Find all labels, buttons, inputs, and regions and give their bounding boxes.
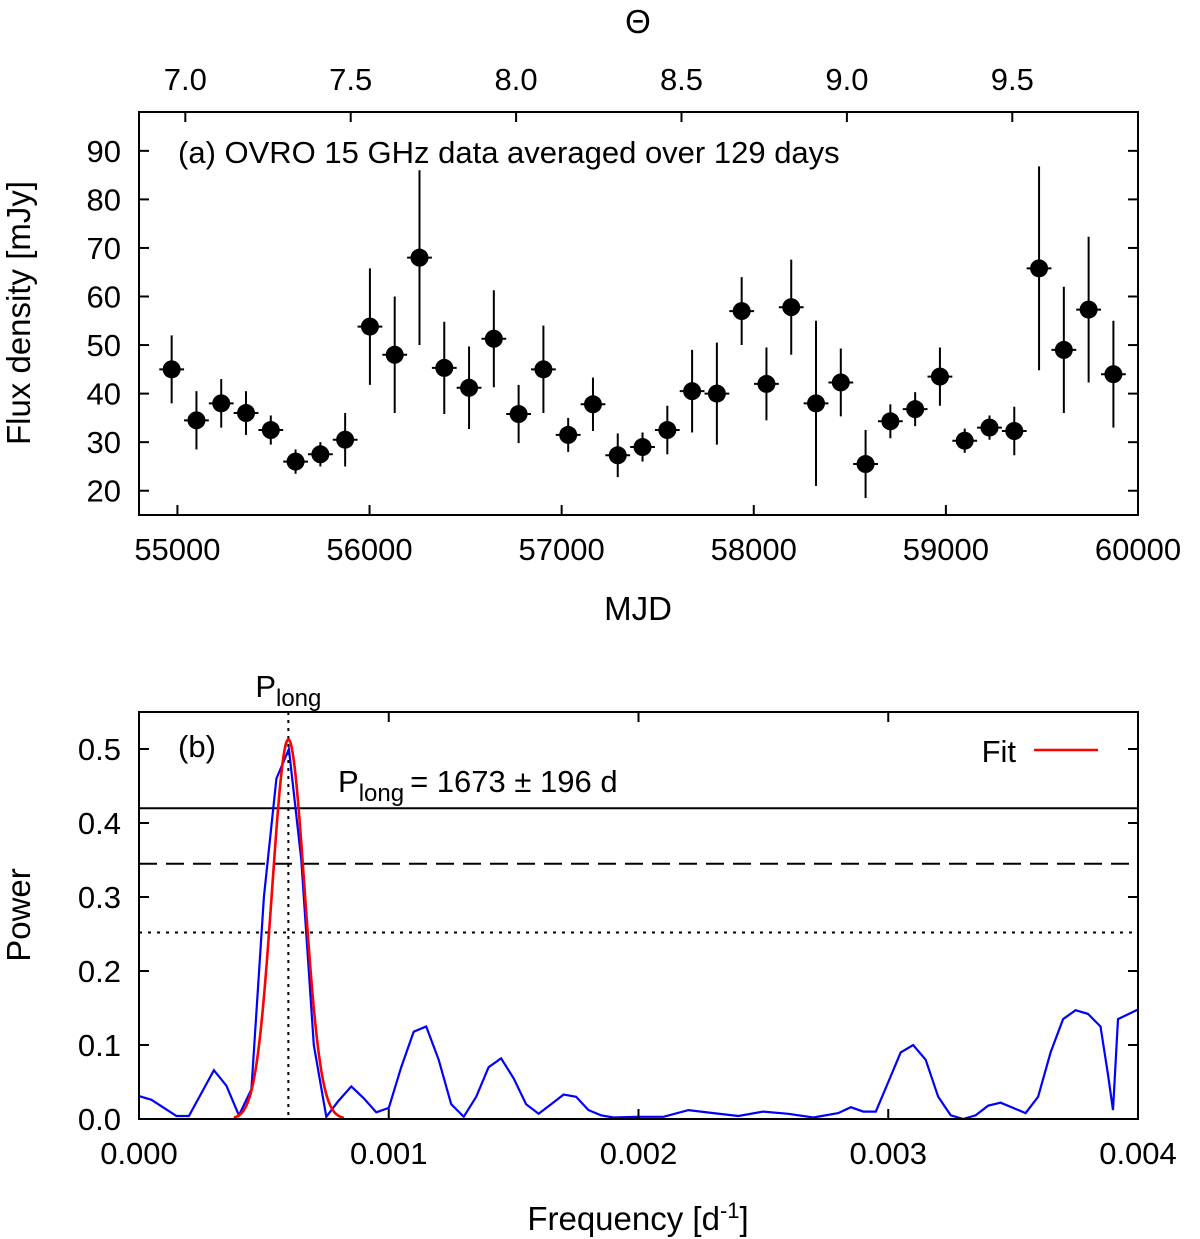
panel-a-points [159, 166, 1126, 499]
panel-b: 0.000 0.001 0.002 0.003 0.004 0.0 0.1 0.2 0.3 0.4… [0, 669, 1177, 1237]
data-point [187, 411, 206, 430]
x-tick-label: 0.002 [600, 1136, 678, 1171]
x-tick-label: 56000 [326, 532, 412, 567]
data-point [1079, 300, 1098, 319]
x-tick-label: 57000 [519, 532, 605, 567]
peak-label: Plong [255, 669, 321, 712]
data-point [683, 382, 702, 401]
y-tick-label: 0.0 [78, 1102, 121, 1137]
data-point [311, 445, 330, 464]
panel-a: 55000 56000 57000 58000 59000 60000 20 30 40 50 60… [0, 3, 1181, 627]
top-x-tick-label: 8.5 [660, 62, 703, 97]
x-tick-label: 0.001 [350, 1136, 428, 1171]
data-point [707, 384, 726, 403]
top-x-tick-label: 9.5 [991, 62, 1034, 97]
y-tick-label: 20 [87, 474, 121, 509]
fit-line [233, 738, 345, 1120]
data-point [1104, 365, 1123, 384]
y-tick-label: 0.3 [78, 880, 121, 915]
x-tick-label: 0.004 [1099, 1136, 1177, 1171]
data-point [286, 452, 305, 471]
legend-fit-label: Fit [982, 734, 1017, 769]
data-point [980, 418, 999, 437]
data-point [856, 455, 875, 474]
y-tick-label: 90 [87, 134, 121, 169]
panel-a-ylabel: Flux density [mJy] [0, 181, 37, 445]
panel-b-ticks: 0.000 0.001 0.002 0.003 0.004 0.0 0.1 0.2 0.3 0.4… [78, 712, 1177, 1171]
panel-b-ylabel: Power [0, 868, 37, 962]
data-point [1005, 422, 1024, 441]
data-point [336, 430, 355, 449]
panel-a-ticks: 55000 56000 57000 58000 59000 60000 20 30 40 50 60… [87, 62, 1182, 567]
top-x-tick-label: 7.5 [329, 62, 372, 97]
data-point [559, 425, 578, 444]
data-point [732, 302, 751, 321]
x-tick-label: 55000 [134, 532, 220, 567]
significance-levels [139, 807, 1138, 934]
data-point [484, 329, 503, 348]
y-tick-label: 0.4 [78, 806, 121, 841]
x-tick-label: 0.003 [849, 1136, 927, 1171]
legend: Fit [982, 734, 1098, 769]
data-point [237, 404, 256, 423]
data-point [162, 360, 181, 379]
y-tick-label: 0.1 [78, 1028, 121, 1063]
top-x-tick-label: 8.0 [495, 62, 538, 97]
y-tick-label: 60 [87, 280, 121, 315]
panel-b-xlabel: Frequency [d-1] [527, 1198, 748, 1237]
data-point [881, 412, 900, 431]
y-tick-label: 40 [87, 377, 121, 412]
data-point [435, 358, 454, 377]
data-point [360, 317, 379, 336]
panel-a-xlabel: MJD [604, 590, 672, 627]
data-point [385, 345, 404, 364]
panel-a-label: (a) OVRO 15 GHz data averaged over 129 d… [178, 135, 840, 170]
periodogram-line [138, 744, 1139, 1121]
top-x-tick-label: 7.0 [164, 62, 207, 97]
y-tick-label: 80 [87, 182, 121, 217]
data-point [1054, 340, 1073, 359]
data-point [782, 298, 801, 317]
data-point [1030, 259, 1049, 278]
data-point [460, 378, 479, 397]
data-point [261, 421, 280, 440]
x-tick-label: 58000 [711, 532, 797, 567]
data-point [608, 446, 627, 465]
x-tick-label: 59000 [903, 532, 989, 567]
y-tick-label: 50 [87, 328, 121, 363]
x-tick-label: 0.000 [100, 1136, 178, 1171]
y-tick-label: 0.2 [78, 954, 121, 989]
panel-b-label: (b) [178, 729, 216, 764]
y-tick-label: 70 [87, 231, 121, 266]
y-tick-label: 30 [87, 425, 121, 460]
panel-a-frame [138, 111, 1139, 516]
data-point [410, 248, 429, 267]
top-x-tick-label: 9.0 [825, 62, 868, 97]
data-point [212, 394, 231, 413]
data-point [757, 374, 776, 393]
period-annotation: Plong = 1673 ± 196 d [338, 764, 618, 807]
data-point [658, 421, 677, 440]
x-tick-label: 60000 [1095, 532, 1181, 567]
data-point [534, 360, 553, 379]
data-point [583, 395, 602, 414]
data-point [633, 438, 652, 457]
panel-a-top-xlabel: Θ [625, 3, 651, 40]
data-point [955, 431, 974, 450]
data-point [831, 373, 850, 392]
data-point [930, 367, 949, 386]
data-point [807, 394, 826, 413]
data-point [509, 405, 528, 424]
data-point [906, 400, 925, 419]
y-tick-label: 0.5 [78, 732, 121, 767]
